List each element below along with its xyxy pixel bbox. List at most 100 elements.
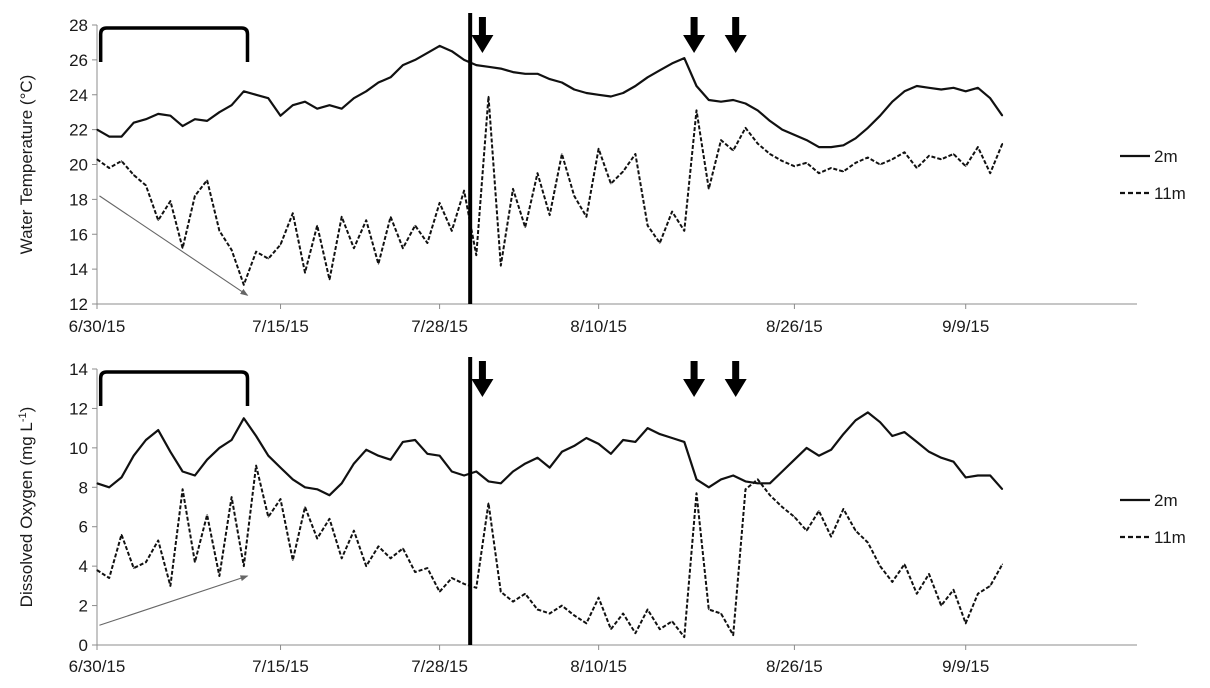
data-point-11m	[1001, 563, 1004, 565]
data-point-11m	[549, 214, 551, 216]
data-point-11m	[891, 158, 893, 160]
data-point-2m	[598, 94, 600, 96]
data-point-11m	[157, 539, 159, 542]
data-point-11m	[744, 127, 747, 129]
y-tick-label: 22	[69, 121, 88, 140]
x-tick-label: 8/10/15	[570, 657, 627, 676]
data-point-2m	[671, 62, 673, 64]
down-arrow-icon	[683, 17, 706, 53]
data-point-2m	[194, 474, 196, 477]
data-point-2m	[806, 139, 808, 141]
data-point-2m	[120, 476, 123, 478]
x-tick-label: 8/10/15	[570, 317, 627, 336]
x-tick-label: 7/28/15	[411, 317, 468, 336]
data-point-2m	[952, 87, 955, 89]
data-point-2m	[304, 486, 306, 488]
data-point-2m	[977, 474, 979, 477]
data-point-11m	[769, 153, 771, 155]
data-point-2m	[634, 441, 637, 443]
data-point-2m	[169, 115, 171, 117]
data-point-2m	[157, 113, 159, 115]
data-point-11m	[353, 247, 355, 249]
data-point-11m	[512, 188, 514, 190]
data-point-2m	[426, 453, 428, 455]
data-point-2m	[439, 455, 441, 457]
data-point-11m	[377, 263, 379, 265]
data-point-11m	[561, 153, 563, 155]
data-point-2m	[585, 92, 588, 94]
data-point-11m	[255, 251, 257, 253]
y-tick-label: 24	[69, 86, 88, 105]
data-point-2m	[231, 439, 233, 441]
y-tick-label: 28	[69, 16, 88, 35]
data-point-2m	[928, 451, 930, 453]
data-point-2m	[500, 68, 502, 70]
data-point-2m	[793, 134, 796, 136]
x-tick-label: 9/9/15	[942, 657, 989, 676]
data-point-2m	[573, 445, 575, 447]
y-tick-label: 12	[69, 399, 88, 418]
y-tick-label: 16	[69, 225, 88, 244]
data-point-2m	[206, 459, 208, 461]
data-point-2m	[512, 71, 514, 73]
data-point-11m	[952, 589, 955, 591]
data-point-11m	[120, 160, 123, 162]
data-point-11m	[671, 620, 673, 622]
data-point-11m	[610, 628, 612, 630]
data-point-2m	[830, 449, 832, 451]
data-point-11m	[757, 478, 759, 480]
data-point-11m	[487, 95, 490, 98]
y-tick-label: 2	[79, 597, 88, 616]
data-point-2m	[426, 52, 428, 54]
data-point-2m	[390, 459, 392, 461]
data-point-11m	[133, 567, 135, 569]
series-line-11m	[96, 464, 1004, 639]
data-point-2m	[622, 92, 624, 94]
data-point-11m	[182, 247, 184, 249]
data-point-2m	[781, 129, 783, 131]
data-point-2m	[279, 467, 282, 469]
y-tick-label: 26	[69, 51, 88, 70]
data-point-11m	[634, 632, 637, 634]
data-point-2m	[108, 136, 110, 138]
data-point-11m	[989, 585, 991, 587]
data-point-11m	[549, 612, 551, 615]
data-point-11m	[561, 605, 563, 607]
down-arrow-icon	[471, 361, 494, 397]
data-point-2m	[120, 136, 123, 138]
series-line-2m	[96, 44, 1004, 149]
y-tick-label: 0	[79, 636, 88, 655]
data-point-11m	[879, 565, 881, 567]
data-point-11m	[487, 502, 490, 504]
y-axis-title-text: Dissolved Oxygen (mg L	[17, 422, 36, 607]
data-point-11m	[867, 541, 869, 544]
data-point-11m	[916, 167, 918, 169]
data-point-2m	[341, 108, 343, 110]
data-point-2m	[475, 64, 477, 66]
data-point-2m	[451, 50, 453, 52]
data-point-2m	[781, 470, 783, 473]
data-point-2m	[536, 457, 539, 459]
data-point-11m	[267, 258, 269, 260]
data-point-11m	[133, 174, 135, 176]
data-point-11m	[806, 530, 808, 532]
data-point-2m	[647, 76, 649, 78]
data-point-11m	[720, 612, 722, 615]
data-point-2m	[928, 87, 930, 89]
data-point-11m	[255, 465, 257, 467]
data-point-2m	[255, 94, 257, 96]
data-point-11m	[96, 158, 98, 160]
data-point-11m	[647, 608, 649, 611]
data-point-11m	[206, 179, 208, 181]
data-point-2m	[940, 88, 942, 91]
data-point-11m	[536, 608, 539, 611]
data-point-2m	[867, 127, 869, 129]
y-tick-label: 20	[69, 156, 88, 175]
data-point-2m	[732, 474, 734, 477]
data-point-2m	[182, 125, 184, 127]
down-arrow-icon	[471, 17, 494, 53]
data-point-11m	[585, 622, 588, 624]
data-point-11m	[842, 508, 845, 510]
data-point-11m	[292, 559, 294, 561]
